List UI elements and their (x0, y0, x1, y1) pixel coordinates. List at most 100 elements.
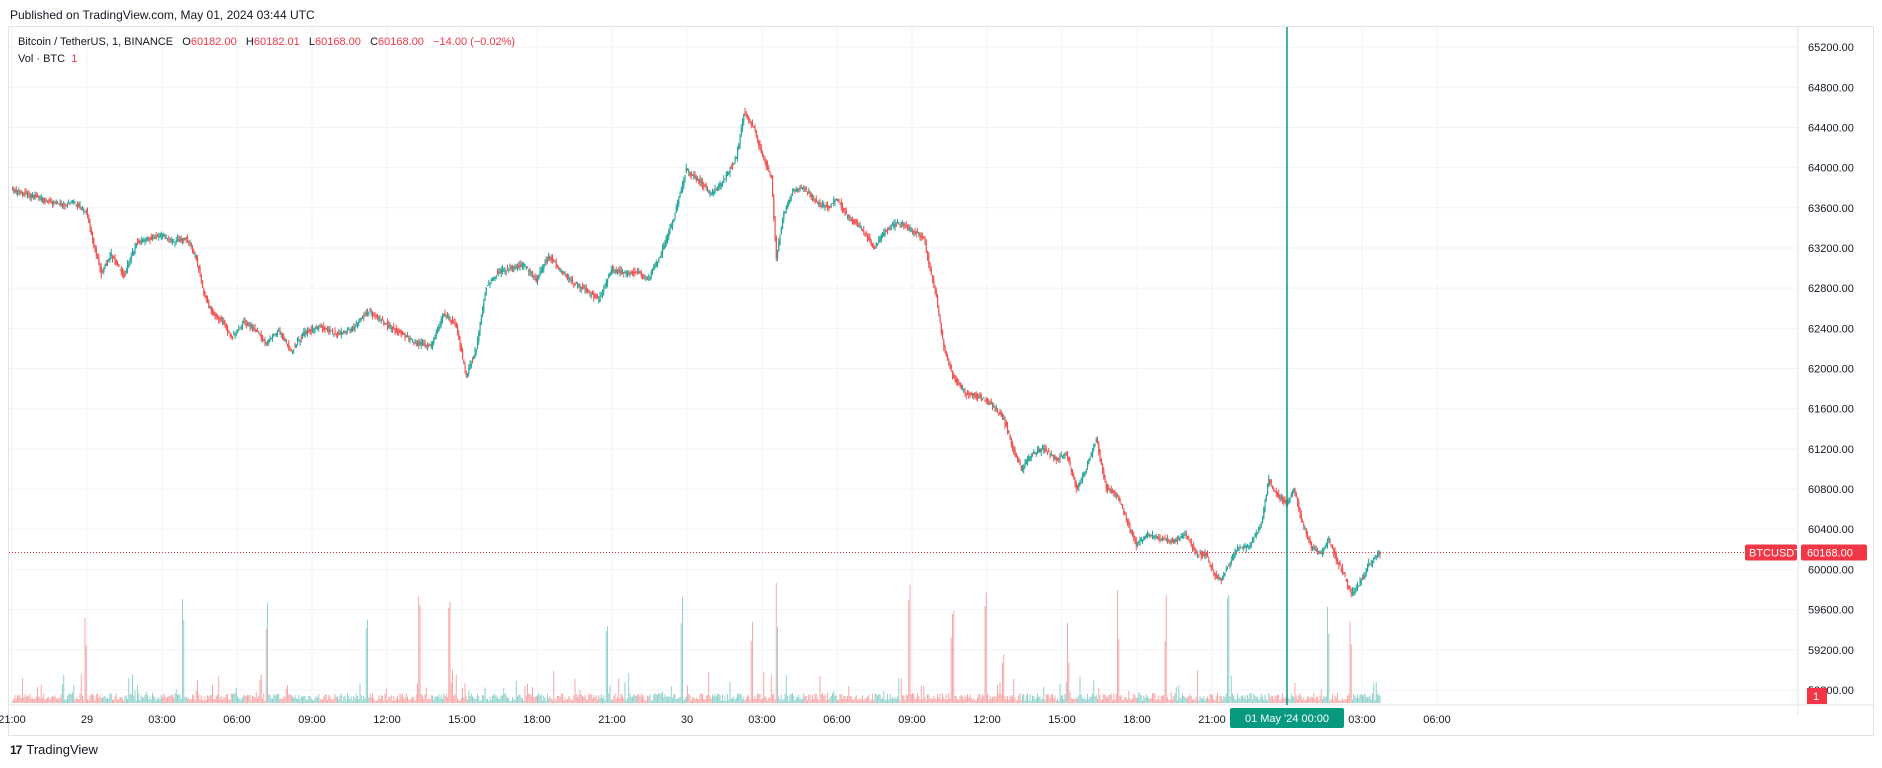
volume-bar (410, 698, 412, 703)
candle-body (723, 179, 725, 183)
candle-body (255, 329, 257, 332)
candle-body (428, 346, 430, 348)
chart-frame[interactable] (8, 26, 1874, 736)
candle-body (92, 233, 94, 241)
candle-body (802, 188, 804, 190)
candle-body (660, 253, 662, 255)
candle-body (1093, 445, 1095, 450)
candle-body (1357, 585, 1359, 589)
candle-body (162, 234, 164, 236)
volume-bar (1162, 695, 1163, 703)
volume-bar (834, 695, 836, 703)
volume-bar (1010, 696, 1012, 703)
candle-body (1010, 438, 1012, 446)
candle-body (407, 335, 409, 338)
volume-bar (312, 699, 313, 703)
volume-bar (1078, 695, 1080, 703)
volume-bar (1374, 700, 1376, 703)
volume-bar (744, 700, 746, 703)
grid (9, 27, 1798, 705)
candle-body (952, 370, 954, 376)
candle-body (720, 183, 722, 186)
volume-bar (562, 693, 563, 703)
volume-bar (1025, 694, 1027, 703)
volume-label[interactable]: Vol · BTC (18, 53, 66, 65)
candle-body (83, 210, 85, 212)
volume-bar (172, 694, 173, 703)
candle-body (1359, 580, 1361, 586)
volume-bar (32, 698, 33, 703)
volume-bar (164, 695, 166, 703)
volume-bar (1017, 699, 1018, 703)
candle-body (988, 402, 990, 404)
candle-body (1067, 454, 1069, 458)
volume-bar (399, 693, 401, 703)
volume-bar (1379, 695, 1381, 703)
candle-body (840, 202, 842, 208)
candle-body (1159, 537, 1161, 539)
volume-bar (253, 696, 255, 703)
candle-body (359, 319, 361, 321)
symbol-label[interactable]: Bitcoin / TetherUS, 1, BINANCE (18, 36, 174, 48)
volume-bar (1183, 696, 1185, 703)
volume-bar (1163, 694, 1165, 703)
volume-bar (865, 698, 867, 703)
volume-bar (317, 697, 318, 703)
candle-body (954, 377, 956, 380)
volume-bar (617, 697, 618, 703)
candle-body (687, 168, 689, 171)
candle-body (714, 188, 716, 191)
volume-bar (1370, 699, 1372, 703)
candle-body (1168, 539, 1170, 541)
price-tick-label: 60000.00 (1808, 564, 1854, 576)
candle-body (475, 349, 477, 352)
candle-body (1143, 536, 1145, 540)
volume-bar (72, 692, 73, 703)
candle-body (298, 339, 300, 341)
candle-body (705, 186, 707, 189)
volume-bar (413, 697, 415, 703)
candle-body (978, 396, 980, 398)
volume-bar (643, 696, 645, 703)
candle-body (747, 116, 749, 119)
volume-bar (489, 696, 491, 703)
volume-bar (1280, 698, 1282, 703)
volume-bar (448, 607, 450, 703)
candle-body (109, 255, 111, 261)
volume-bar (675, 699, 677, 703)
volume-bar (290, 694, 292, 703)
time-tick-label: 21:00 (598, 714, 626, 726)
volume-bar (1045, 693, 1047, 703)
candle-body (1290, 494, 1292, 496)
volume-bar (550, 698, 552, 703)
candle-body (42, 197, 44, 201)
candle-body (1300, 514, 1302, 519)
volume-bar (1158, 695, 1160, 703)
candle-body (1065, 454, 1067, 456)
brand-label[interactable]: TradingView (26, 742, 98, 757)
candle-body (180, 238, 182, 241)
volume-bar (574, 679, 576, 703)
candle-body (888, 228, 890, 230)
volume-bar (1318, 700, 1320, 703)
candle-body (1014, 449, 1016, 455)
candle-body (947, 355, 949, 359)
candle-body (440, 319, 442, 325)
volume-bar (933, 695, 935, 703)
tradingview-logo-icon[interactable]: 17 (10, 742, 22, 757)
volume-bar (793, 695, 795, 703)
volume-bar (1332, 693, 1333, 703)
candle-body (889, 226, 891, 228)
candle-body (808, 191, 810, 193)
volume-bar (1127, 699, 1128, 703)
volume-bar (1097, 698, 1098, 703)
volume-bar (1068, 662, 1070, 703)
candle-body (108, 258, 110, 261)
volume-bar (17, 694, 18, 703)
volume-bar (1048, 694, 1050, 703)
candle-body (657, 262, 659, 265)
candle-body (670, 224, 672, 228)
candle-body (25, 192, 27, 195)
candle-body (807, 192, 809, 194)
